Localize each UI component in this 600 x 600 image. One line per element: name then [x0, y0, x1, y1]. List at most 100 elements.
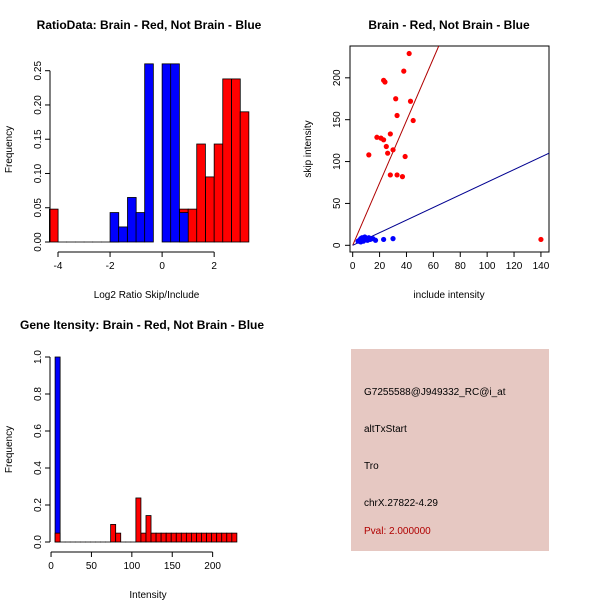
x-tick-label: 140	[533, 261, 550, 272]
x-tick-label: -4	[54, 261, 63, 272]
not-brain-bar	[170, 63, 180, 243]
x-tick-label: 60	[428, 261, 440, 272]
not-brain-bar	[135, 212, 146, 243]
not-brain-bar	[161, 63, 172, 243]
brain-point	[387, 131, 393, 137]
not-brain-fit-line	[352, 152, 549, 246]
y-tick-label: 0.4	[33, 461, 44, 475]
x-tick-label: 40	[401, 261, 413, 272]
y-tick-label: 0.15	[33, 129, 44, 149]
brain-bar	[205, 176, 215, 243]
brain-bar	[231, 78, 241, 243]
plot-title: Brain - Red, Not Brain - Blue	[368, 18, 530, 32]
brain-bar	[196, 532, 202, 543]
y-tick-label: 0.25	[33, 61, 44, 81]
brain-point	[390, 147, 396, 153]
brain-bar	[185, 532, 192, 543]
y-tick-label: 1.0	[33, 350, 44, 364]
brain-bar	[49, 208, 59, 243]
genomic-location: chrX.27822-4.29	[364, 498, 438, 509]
x-tick-label: 100	[479, 261, 496, 272]
x-axis-label: Log2 Ratio Skip/Include	[94, 290, 200, 301]
not-brain-bar	[109, 212, 120, 243]
y-tick-label: 50	[332, 197, 343, 209]
brain-bar	[191, 532, 197, 543]
y-tick-label: 0.00	[33, 232, 44, 252]
y-tick-label: 0	[332, 242, 343, 248]
x-tick-label: 20	[374, 261, 386, 272]
brain-bar	[110, 524, 117, 543]
x-tick-label: 80	[455, 261, 467, 272]
info-panel: G7255588@J949332_RC@i_at altTxStart Tro …	[351, 349, 549, 551]
not-brain-point	[372, 237, 379, 243]
event-type: altTxStart	[364, 424, 407, 435]
plot-frame	[349, 45, 550, 253]
brain-bar	[222, 78, 232, 243]
not-brain-bar	[54, 356, 61, 543]
y-tick-label: 0.6	[33, 424, 44, 438]
brain-point	[387, 172, 393, 178]
brain-bar	[165, 532, 172, 543]
brain-point	[393, 96, 399, 102]
x-tick-label: -2	[106, 261, 115, 272]
brain-bar	[187, 208, 198, 243]
not-brain-point	[390, 236, 396, 242]
brain-point	[407, 98, 414, 104]
brain-point	[394, 112, 400, 119]
x-tick-label: 100	[123, 561, 140, 572]
y-tick-label: 200	[332, 69, 343, 86]
brain-point	[394, 172, 400, 178]
brain-bar	[145, 515, 152, 543]
brain-point	[382, 79, 388, 85]
brain-bar	[170, 532, 177, 543]
brain-bar	[150, 532, 157, 543]
y-axis-label: skip intensity	[303, 120, 314, 177]
x-axis-label: Intensity	[129, 590, 166, 600]
not-brain-bar	[144, 63, 154, 243]
x-axis-label: include intensity	[413, 290, 484, 301]
brain-bar	[155, 532, 162, 543]
p-value: Pval: 2.000000	[364, 526, 431, 537]
brain-point	[410, 117, 416, 124]
brain-point	[402, 153, 408, 160]
not-brain-bar	[127, 197, 137, 243]
x-tick-label: 200	[204, 561, 221, 572]
plot-title: RatioData: Brain - Red, Not Brain - Blue	[37, 18, 262, 32]
y-tick-label: 0.0	[33, 535, 44, 549]
y-tick-label: 0.10	[33, 163, 44, 183]
brain-point	[381, 137, 387, 143]
x-tick-label: 0	[350, 261, 356, 272]
brain-point	[406, 50, 412, 57]
y-tick-label: 0.05	[33, 198, 44, 218]
brain-point	[385, 150, 391, 156]
brain-bar	[115, 532, 122, 543]
y-axis-label: Frequency	[4, 426, 15, 473]
brain-bar	[196, 143, 206, 243]
not-brain-point	[358, 239, 364, 245]
y-tick-label: 0.20	[33, 95, 44, 115]
x-tick-label: 0	[159, 261, 165, 272]
brain-bar	[221, 532, 228, 543]
x-tick-label: 50	[86, 561, 98, 572]
brain-point	[366, 152, 372, 158]
brain-bar	[216, 532, 223, 543]
not-brain-bar	[179, 212, 189, 243]
y-tick-label: 100	[332, 153, 343, 170]
brain-bar	[239, 111, 250, 243]
brain-bar	[231, 532, 238, 543]
brain-bar	[211, 532, 218, 543]
x-tick-label: 0	[48, 561, 54, 572]
brain-bar	[180, 532, 187, 543]
y-tick-label: 150	[332, 111, 343, 128]
not-brain-point	[381, 236, 387, 243]
brain-point	[374, 134, 380, 140]
brain-bar	[201, 532, 207, 543]
y-tick-label: 0.2	[33, 498, 44, 512]
brain-point	[401, 68, 407, 74]
brain-point	[399, 174, 406, 180]
not-brain-bar	[118, 226, 128, 243]
y-tick-label: 0.8	[33, 387, 44, 401]
y-axis-label: Frequency	[4, 126, 15, 173]
plot-title: Gene Itensity: Brain - Red, Not Brain - …	[20, 318, 264, 332]
